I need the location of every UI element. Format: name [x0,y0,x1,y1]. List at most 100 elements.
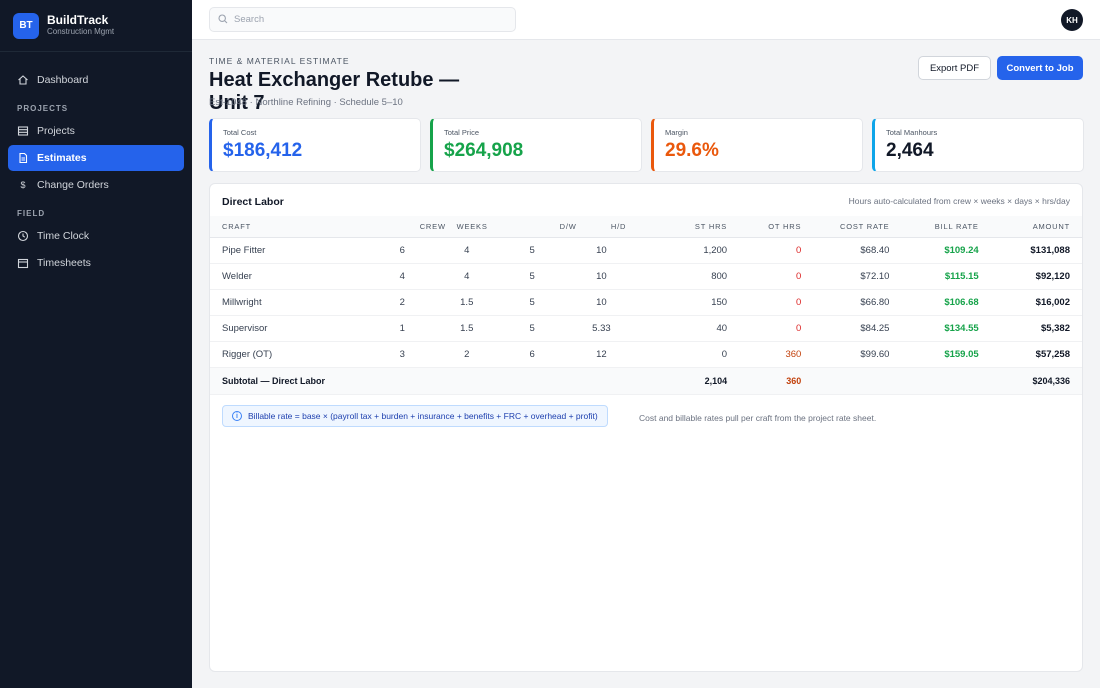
sidebar-item-change-orders[interactable]: $ Change Orders [8,172,184,198]
col-header-cost-rate[interactable]: COST RATE [801,216,890,238]
stat-value: $264,908 [444,140,524,161]
cell-craft: Supervisor [210,315,359,342]
sidebar-item-timesheets[interactable]: Timesheets [8,250,184,276]
brand-subtitle: Construction Mgmt [47,27,115,36]
sidebar-item-label: Timesheets [37,257,91,269]
table-row[interactable]: Pipe Fitter 6 4 5 10 1,200 0 $68.40 $109.24 $131,… [210,237,1082,264]
cell-bill: $159.05 [889,341,979,368]
brand-logo: BT [13,12,39,39]
sidebar-item-time-clock[interactable]: Time Clock [8,223,184,249]
cell-crew: 1 [358,315,446,342]
col-header-hd[interactable]: H/D [576,216,627,238]
cell-st: 40 [626,315,728,342]
cell-bill: $134.55 [889,315,979,342]
page-kicker: TIME & MATERIAL ESTIMATE [209,56,350,66]
formula-text: Billable rate = base × (payroll tax + bu… [248,411,598,421]
table-row[interactable]: Supervisor 1 1.5 5 5.33 40 0 $84.25 $134.55 $5,38… [210,315,1082,342]
cell-hd: 10 [576,263,627,290]
panel-title: Direct Labor [222,196,284,208]
sidebar-item-label: Change Orders [37,179,109,191]
sidebar-item-projects[interactable]: Projects [8,118,184,144]
cell-bill: $106.68 [889,289,979,316]
col-header-crew[interactable]: CREW [358,216,446,238]
rate-sheet-note: Cost and billable rates pull per craft f… [639,413,877,423]
col-header-dw[interactable]: D/W [487,216,577,238]
cell-cost: $66.80 [801,289,890,316]
convert-to-job-button[interactable]: Convert to Job [997,56,1083,80]
stat-value: 2,464 [886,140,934,161]
subtotal-st-hrs: 2,104 [626,366,728,395]
col-header-amount[interactable]: AMOUNT [978,216,1082,238]
home-icon [17,74,29,86]
col-header-craft[interactable]: CRAFT [210,216,359,238]
subtotal-amount: $204,336 [978,366,1082,395]
cell-crew: 4 [358,263,446,290]
cell-amount: $5,382 [978,315,1082,342]
stat-card-margin: Margin 29.6% [651,118,863,172]
dollar-icon: $ [20,180,26,190]
cell-bill: $109.24 [889,237,979,264]
cell-crew: 6 [358,237,446,264]
cell-st: 0 [626,341,728,368]
col-header-bill-rate[interactable]: BILL RATE [889,216,979,238]
cell-bill: $115.15 [889,263,979,290]
sidebar-item-label: Dashboard [37,74,89,86]
search-icon [218,11,228,29]
cell-dw: 5 [487,237,577,264]
search-input[interactable] [234,14,504,25]
export-pdf-button[interactable]: Export PDF [918,56,991,80]
brand-name: BuildTrack [47,13,109,27]
cell-amount: $131,088 [978,237,1082,264]
table-row[interactable]: Welder 4 4 5 10 800 0 $72.10 $115.15 $92,120 [210,263,1082,290]
cell-ot: 0 [727,263,802,290]
panel-hint: Hours auto-calculated from crew × weeks … [848,196,1070,206]
sidebar-item-dashboard[interactable]: Dashboard [8,67,184,93]
cell-dw: 5 [487,315,577,342]
cell-dw: 6 [487,341,577,368]
stat-label: Total Manhours [886,128,938,137]
stat-value: $186,412 [223,140,303,161]
cell-craft: Rigger (OT) [210,341,359,368]
nav-section-field: FIELD [17,209,46,218]
cell-ot: 0 [727,289,802,316]
info-icon: i [232,411,242,421]
cell-weeks: 1.5 [445,289,488,316]
col-header-weeks[interactable]: WEEKS [445,216,488,238]
cell-hd: 10 [576,289,627,316]
search-box[interactable] [209,7,516,32]
col-header-st-hrs[interactable]: ST HRS [626,216,728,238]
cell-weeks: 1.5 [445,315,488,342]
labor-table: CRAFT CREW WEEKS D/W H/D ST HRS OT HRS C… [210,216,1082,395]
cell-cost: $84.25 [801,315,890,342]
cell-weeks: 4 [445,263,488,290]
clock-icon [17,230,29,242]
cell-hd: 10 [576,237,627,264]
cell-hd: 5.33 [576,315,627,342]
cell-st: 800 [626,263,728,290]
sidebar: BT BuildTrack Construction Mgmt Dashboar… [0,0,192,688]
topbar: KH [192,0,1100,40]
cell-dw: 5 [487,263,577,290]
calendar-icon [17,257,29,269]
avatar[interactable]: KH [1061,9,1083,31]
cell-craft: Millwright [210,289,359,316]
cell-dw: 5 [487,289,577,316]
nav-section-projects: PROJECTS [17,104,69,113]
cell-amount: $16,002 [978,289,1082,316]
sidebar-item-estimates[interactable]: Estimates [8,145,184,171]
subtotal-ot-hrs: 360 [727,366,802,395]
table-header-row: CRAFT CREW WEEKS D/W H/D ST HRS OT HRS C… [210,216,1082,238]
cell-amount: $92,120 [978,263,1082,290]
stat-card-total-manhours: Total Manhours 2,464 [872,118,1084,172]
sidebar-item-label: Estimates [37,152,87,164]
cell-cost: $99.60 [801,341,890,368]
col-header-ot-hrs[interactable]: OT HRS [727,216,802,238]
sidebar-item-label: Projects [37,125,75,137]
brand[interactable]: BT BuildTrack Construction Mgmt [0,0,192,52]
document-icon [17,152,29,164]
table-row[interactable]: Millwright 2 1.5 5 10 150 0 $66.80 $106.68 $16,00… [210,289,1082,316]
cell-crew: 2 [358,289,446,316]
table-row[interactable]: Rigger (OT) 3 2 6 12 0 360 $99.60 $159.05 $57,258 [210,341,1082,368]
direct-labor-panel: Direct Labor Hours auto-calculated from … [209,183,1083,672]
cell-hd: 12 [576,341,627,368]
